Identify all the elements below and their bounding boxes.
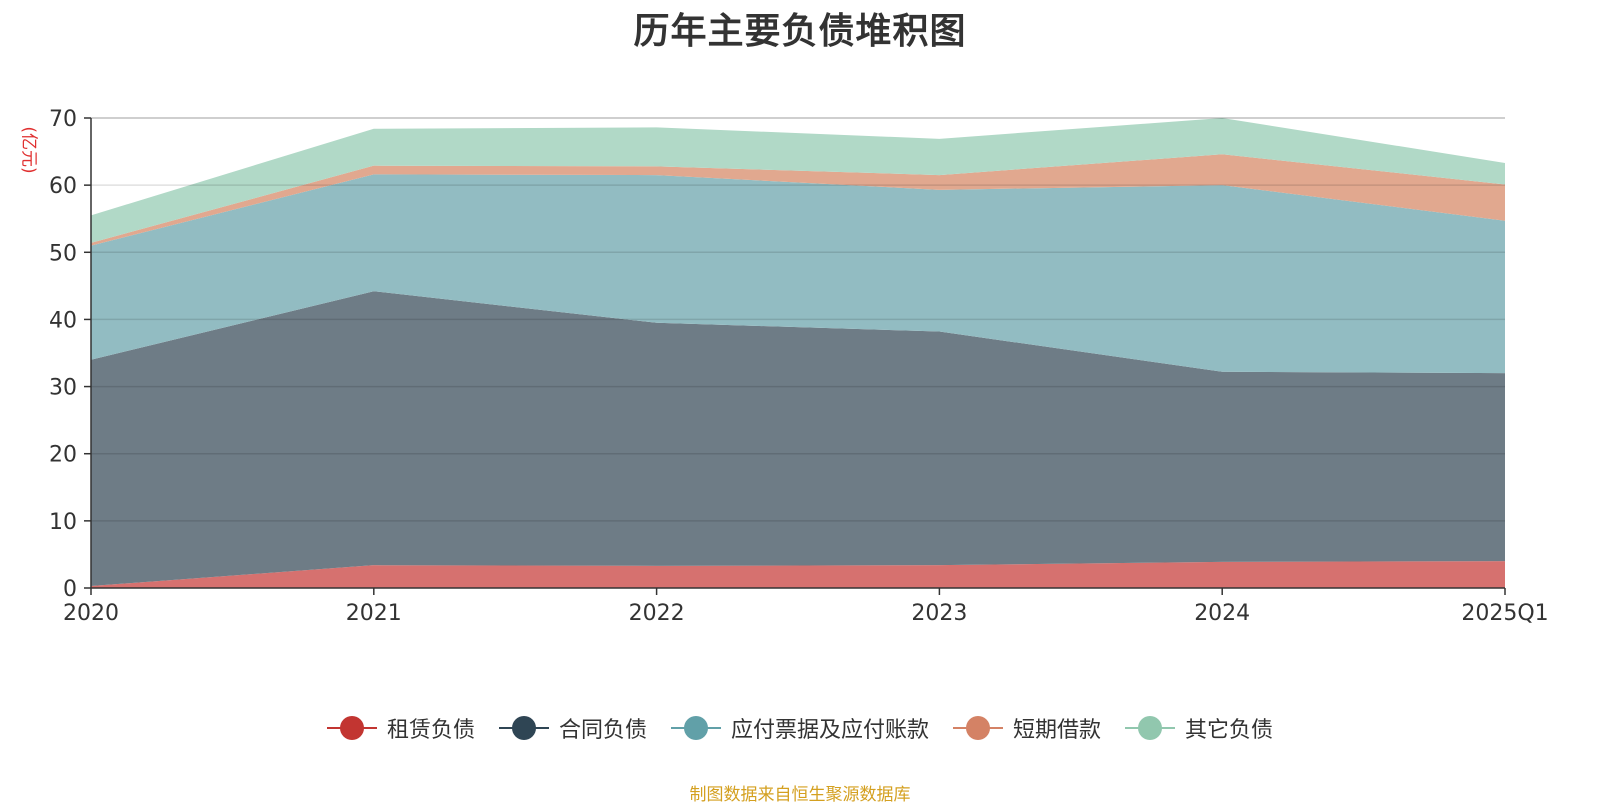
legend-label-1: 合同负债 <box>558 718 647 743</box>
legend-item-2[interactable]: 应付票据及应付账款 <box>670 712 929 744</box>
x-tick-label-2: 2022 <box>629 601 685 626</box>
y-tick-label-30: 30 <box>49 376 77 401</box>
axis-layer: 0 10 20 30 40 50 60 70 2020 2021 2022 2023 2024 2025Q… <box>49 107 1549 626</box>
y-tick-label-70: 70 <box>49 107 77 132</box>
x-tick-label-3: 2023 <box>911 601 967 626</box>
legend-label-3: 短期借款 <box>1013 718 1102 743</box>
x-tick-label-0: 2020 <box>63 601 119 626</box>
area-series-2 <box>91 174 1505 374</box>
legend-item-0[interactable]: 租赁负债 <box>326 712 475 744</box>
legend-item-1[interactable]: 合同负债 <box>498 712 647 744</box>
legend-marker-3 <box>953 715 1003 741</box>
legend-label-0: 租赁负债 <box>386 718 475 743</box>
y-tick-label-20: 20 <box>49 443 77 468</box>
legend-marker-4 <box>1125 715 1176 741</box>
x-tick-label-1: 2021 <box>346 601 402 626</box>
legend-item-4[interactable]: 其它负债 <box>1125 712 1273 744</box>
legend-marker-2 <box>670 715 721 741</box>
y-tick-label-10: 10 <box>49 510 77 535</box>
chart-title: 历年主要负债堆积图 <box>633 11 967 52</box>
x-tick-label-5: 2025Q1 <box>1461 601 1548 626</box>
legend-marker-1 <box>498 715 549 741</box>
legend-label-4: 其它负债 <box>1185 718 1274 743</box>
y-tick-label-40: 40 <box>49 308 77 333</box>
area-series-1 <box>91 291 1505 586</box>
area-series-3 <box>91 154 1505 246</box>
y-tick-label-0: 0 <box>63 577 77 602</box>
legend-label-2: 应付票据及应付账款 <box>730 718 929 743</box>
grid-layer <box>91 117 1505 522</box>
area-series-4 <box>91 118 1505 243</box>
y-tick-label-60: 60 <box>49 174 77 199</box>
x-tick-label-4: 2024 <box>1194 601 1250 626</box>
area-series-0 <box>91 561 1505 588</box>
chart-legend: 租赁负债 合同负债 应付票据及应付账款 短期借款 其它负债 <box>0 712 1600 744</box>
y-tick-label-50: 50 <box>49 241 77 266</box>
area-layer <box>91 118 1505 588</box>
legend-item-3[interactable]: 短期借款 <box>953 712 1101 744</box>
data-source-note: 制图数据来自恒生聚源数据库 <box>689 785 911 805</box>
legend-marker-0 <box>326 715 377 741</box>
